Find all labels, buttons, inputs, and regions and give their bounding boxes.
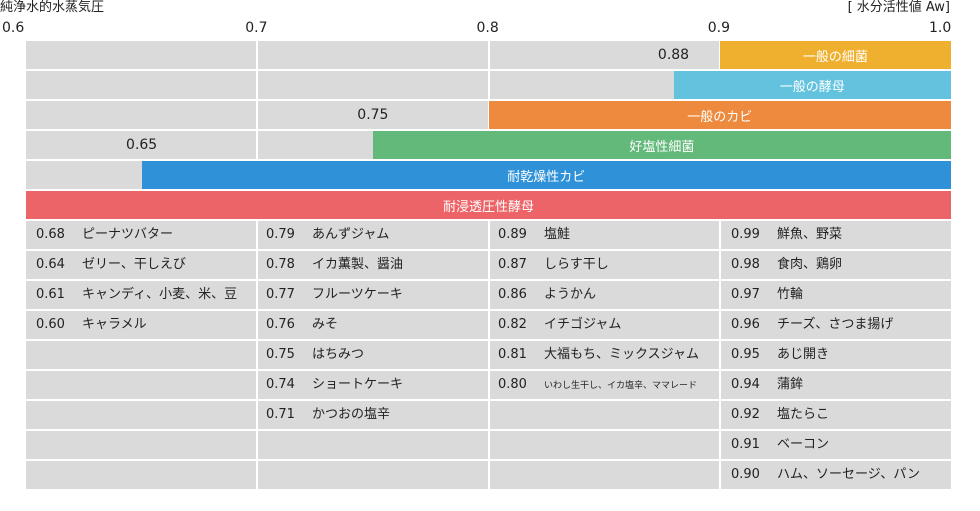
- food-aw-value: 0.99: [731, 227, 760, 242]
- grid-divider: [487, 41, 490, 489]
- food-item: 0.76 みそ: [266, 311, 338, 339]
- food-aw-value: 0.76: [266, 317, 295, 332]
- threshold-label: 0.88: [657, 47, 690, 63]
- food-aw-value: 0.89: [498, 227, 527, 242]
- food-item: 0.98 食肉、鶏卵: [731, 251, 842, 279]
- food-aw-value: 0.68: [36, 227, 65, 242]
- food-item: 0.95 あじ開き: [731, 341, 829, 369]
- range-bar: 一般のカビ: [488, 101, 951, 129]
- food-aw-value: 0.80: [498, 377, 527, 392]
- food-name: ようかん: [544, 287, 597, 302]
- food-aw-value: 0.96: [731, 317, 760, 332]
- food-item: 0.68 ピーナツバター: [36, 221, 173, 249]
- food-aw-value: 0.71: [266, 407, 295, 422]
- food-aw-value: 0.61: [36, 287, 65, 302]
- food-aw-value: 0.87: [498, 257, 527, 272]
- grid-divider: [718, 41, 721, 489]
- grid-divider: [256, 41, 259, 489]
- food-name: みそ: [312, 317, 339, 332]
- range-bar: 耐乾燥性カビ: [141, 161, 951, 189]
- food-item: 0.96 チーズ、さつま揚げ: [731, 311, 893, 339]
- right-title: [ 水分活性値 Aw]: [847, 0, 950, 15]
- food-item: 0.82 イチゴジャム: [498, 311, 621, 339]
- food-item: 0.99 鮮魚、野菜: [731, 221, 842, 249]
- food-name: 塩鮭: [544, 227, 571, 242]
- food-item: 0.75 はちみつ: [266, 341, 364, 369]
- food-item: 0.79 あんずジャム: [266, 221, 389, 249]
- food-name: ショートケーキ: [312, 377, 404, 392]
- food-item: 0.64 ゼリー、干しえび: [36, 251, 186, 279]
- food-item: 0.92 塩たらこ: [731, 401, 829, 429]
- food-item: 0.94 蒲鉾: [731, 371, 803, 399]
- range-bar: 一般の酵母: [673, 71, 951, 99]
- food-aw-value: 0.91: [731, 437, 760, 452]
- food-name: ピーナツバター: [82, 227, 174, 242]
- food-aw-value: 0.97: [731, 287, 760, 302]
- food-aw-value: 0.92: [731, 407, 760, 422]
- food-name: あじ開き: [777, 347, 830, 362]
- food-item: 0.91 ベーコン: [731, 431, 829, 459]
- food-item: 0.77 フルーツケーキ: [266, 281, 403, 309]
- left-title: 純浄水的水蒸気圧: [0, 0, 105, 15]
- food-item: 0.60 キャラメル: [36, 311, 147, 339]
- food-name: いわし生干し、イカ塩辛、ママレード: [544, 381, 698, 391]
- food-aw-value: 0.77: [266, 287, 295, 302]
- food-item: 0.81 大福もち、ミックスジャム: [498, 341, 699, 369]
- threshold-label: 0.65: [126, 137, 158, 153]
- food-name: ベーコン: [777, 437, 830, 452]
- food-item: 0.74 ショートケーキ: [266, 371, 403, 399]
- food-name: イチゴジャム: [544, 317, 622, 332]
- food-item: 0.78 イカ薫製、醤油: [266, 251, 403, 279]
- food-aw-value: 0.95: [731, 347, 760, 362]
- food-aw-value: 0.64: [36, 257, 65, 272]
- food-item: 0.97 竹輪: [731, 281, 803, 309]
- x-tick-label: 0.7: [245, 20, 268, 36]
- food-aw-value: 0.98: [731, 257, 760, 272]
- food-name: 竹輪: [777, 287, 804, 302]
- food-name: 食肉、鶏卵: [777, 257, 843, 272]
- food-item: 0.71 かつおの塩辛: [266, 401, 390, 429]
- food-name: キャラメル: [82, 317, 147, 332]
- food-item: 0.80 いわし生干し、イカ塩辛、ママレード: [498, 371, 697, 399]
- x-tick-label: 0.8: [476, 20, 499, 36]
- food-item: 0.61 キャンディ、小麦、米、豆: [36, 281, 237, 309]
- food-aw-value: 0.78: [266, 257, 295, 272]
- food-item: 0.86 ようかん: [498, 281, 596, 309]
- range-bar: 耐浸透圧性酵母: [26, 191, 951, 219]
- food-name: 塩たらこ: [777, 407, 830, 422]
- x-tick-label: 1.0: [929, 20, 952, 36]
- food-name: 鮮魚、野菜: [777, 227, 843, 242]
- food-name: フルーツケーキ: [312, 287, 403, 302]
- food-item: 0.90 ハム、ソーセージ、パン: [731, 461, 920, 489]
- food-item: 0.89 塩鮭: [498, 221, 570, 249]
- food-name: イカ薫製、醤油: [312, 257, 404, 272]
- food-name: チーズ、さつま揚げ: [777, 317, 894, 332]
- food-name: はちみつ: [312, 347, 365, 362]
- food-aw-value: 0.82: [498, 317, 527, 332]
- food-name: ゼリー、干しえび: [82, 257, 186, 272]
- range-bar: 好塩性細菌: [372, 131, 951, 159]
- threshold-label: 0.75: [357, 107, 389, 123]
- food-name: ハム、ソーセージ、パン: [777, 467, 921, 482]
- food-aw-value: 0.79: [266, 227, 295, 242]
- x-tick-label: 0.6: [2, 20, 25, 36]
- food-aw-value: 0.81: [498, 347, 527, 362]
- food-name: かつおの塩辛: [312, 407, 391, 422]
- food-name: あんずジャム: [312, 227, 390, 242]
- food-aw-value: 0.75: [266, 347, 295, 362]
- food-name: 蒲鉾: [777, 377, 804, 392]
- food-aw-value: 0.90: [731, 467, 760, 482]
- food-name: 大福もち、ミックスジャム: [544, 347, 699, 362]
- food-name: キャンディ、小麦、米、豆: [82, 287, 238, 302]
- food-aw-value: 0.86: [498, 287, 527, 302]
- food-item: 0.87 しらす干し: [498, 251, 609, 279]
- x-tick-label: 0.9: [707, 20, 731, 36]
- food-aw-value: 0.74: [266, 377, 295, 392]
- food-aw-value: 0.60: [36, 317, 65, 332]
- food-name: しらす干し: [544, 257, 609, 272]
- food-aw-value: 0.94: [731, 377, 760, 392]
- range-bar: 一般の細菌: [719, 41, 951, 69]
